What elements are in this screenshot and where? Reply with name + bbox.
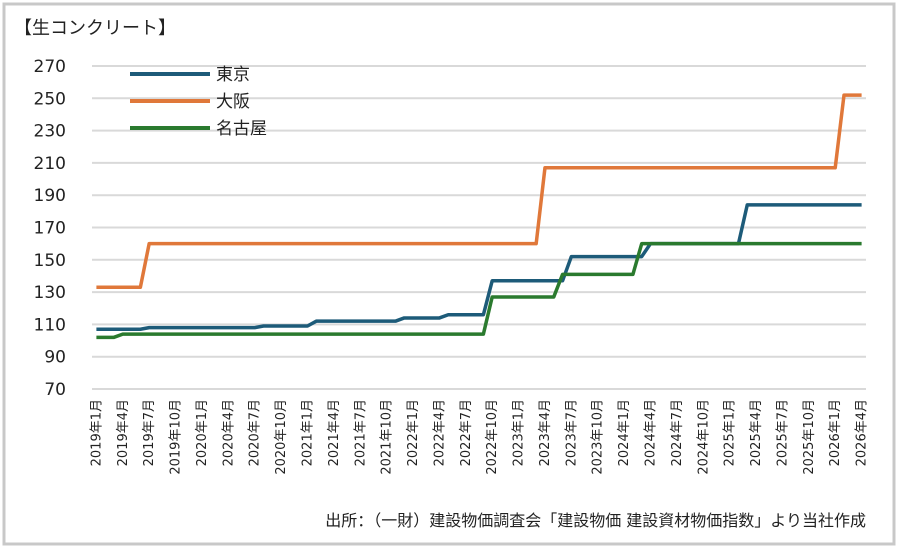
x-tick-label: 2025年7月 [775, 399, 790, 466]
x-tick-label: 2022年1月 [406, 399, 421, 466]
x-tick-label: 2022年4月 [432, 399, 447, 466]
x-tick-label: 2024年4月 [644, 399, 659, 466]
y-tick-label: 170 [34, 219, 66, 239]
x-tick-label: 2024年10月 [696, 399, 711, 475]
x-tick-label: 2020年4月 [221, 399, 236, 466]
x-tick-label: 2020年10月 [274, 399, 289, 475]
x-tick-label: 2021年7月 [353, 399, 368, 466]
y-tick-label: 90 [44, 348, 66, 368]
x-tick-label: 2023年7月 [564, 399, 579, 466]
x-tick-label: 2026年4月 [855, 399, 870, 466]
y-tick-label: 270 [34, 57, 66, 77]
x-tick-label: 2021年4月 [327, 399, 342, 466]
x-tick-label: 2022年7月 [459, 399, 474, 466]
x-tick-label: 2025年1月 [723, 399, 738, 466]
x-tick-label: 2023年4月 [538, 399, 553, 466]
x-tick-label: 2025年10月 [802, 399, 817, 475]
legend-label: 東京 [216, 65, 250, 85]
y-tick-label: 250 [34, 89, 66, 109]
x-tick-label: 2019年7月 [142, 399, 157, 466]
legend-label: 大阪 [216, 92, 250, 112]
x-tick-label: 2020年1月 [195, 399, 210, 466]
x-tick-label: 2023年1月 [512, 399, 527, 466]
source-note: 出所：（一財）建設物価調査会「建設物価 建設資材物価指数」より当社作成 [325, 511, 866, 530]
x-tick-label: 2019年1月 [89, 399, 104, 466]
chart-title: 【生コンクリート】 [14, 18, 176, 39]
y-tick-label: 190 [34, 186, 66, 206]
legend-label: 名古屋 [216, 119, 267, 139]
frame [2, 2, 896, 546]
x-tick-label: 2026年1月 [828, 399, 843, 466]
x-tick-label: 2020年7月 [248, 399, 263, 466]
y-tick-label: 210 [34, 154, 66, 174]
series-line [96, 93, 862, 289]
x-tick-label: 2021年1月 [300, 399, 315, 466]
x-tick-label: 2023年10月 [591, 399, 606, 475]
y-tick-label: 230 [34, 122, 66, 142]
x-tick-label: 2019年4月 [116, 399, 131, 466]
y-tick-label: 150 [34, 251, 66, 271]
x-tick-label: 2025年4月 [749, 399, 764, 466]
series-line [96, 241, 862, 340]
x-tick-label: 2021年10月 [380, 399, 395, 475]
x-tick-label: 2024年1月 [617, 399, 632, 466]
y-tick-label: 70 [44, 380, 66, 400]
y-tick-label: 110 [34, 315, 66, 335]
x-tick-label: 2024年7月 [670, 399, 685, 466]
y-tick-label: 130 [34, 283, 66, 303]
x-tick-label: 2019年10月 [169, 399, 184, 475]
x-tick-label: 2022年10月 [485, 399, 500, 475]
